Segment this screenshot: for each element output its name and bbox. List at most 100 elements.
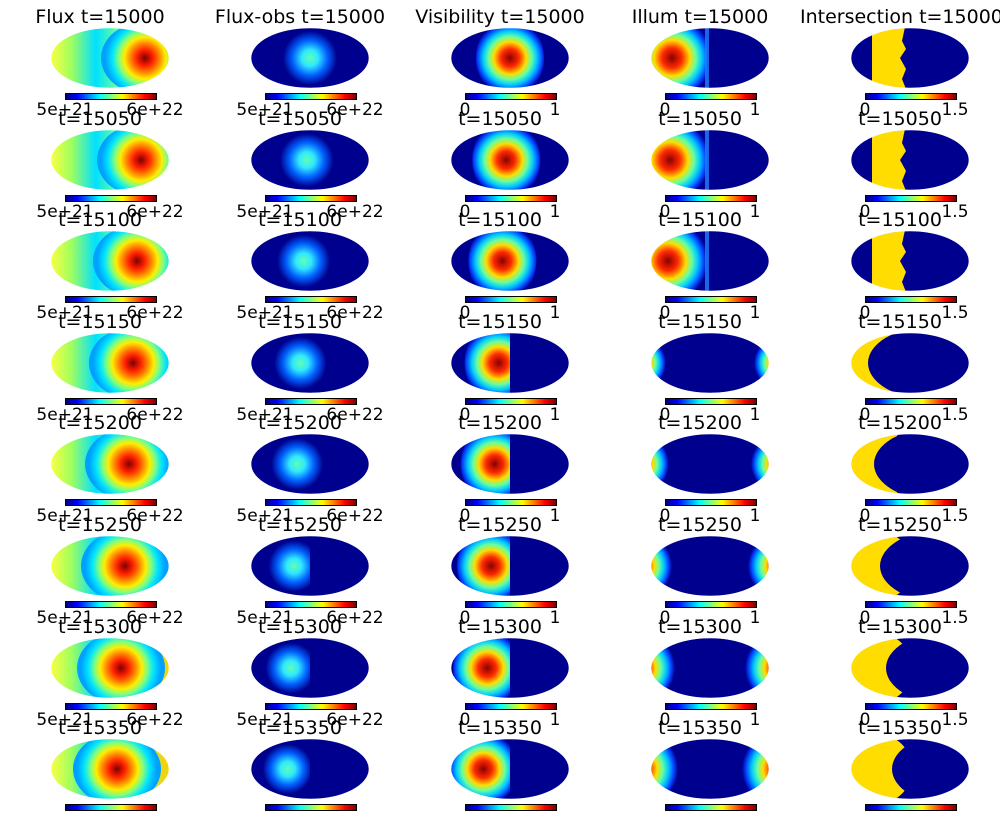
colorbar-tick-max: 1 [749, 709, 761, 730]
colorbar [65, 702, 157, 710]
colorbar [265, 601, 357, 608]
colorbar-tick-max: 6e+22 [326, 404, 384, 425]
colorbar-tick-max: 6e+22 [126, 303, 184, 324]
colorbar-tick-min: 0 [859, 404, 871, 425]
colorbar [265, 93, 357, 100]
colorbar [865, 804, 957, 812]
colorbar-tick-min: 0 [659, 506, 671, 527]
colorbar [265, 804, 357, 812]
colorbar [65, 804, 157, 812]
colorbar-tick-max: 1 [549, 506, 561, 527]
panel-title: t=15250 [458, 514, 542, 536]
colorbar [265, 397, 357, 405]
mollweide-map-flux_obs [250, 129, 370, 190]
mollweide-map-intersection [850, 434, 970, 495]
colorbar-tick-min: 0 [859, 201, 871, 222]
panel-title: t=15300 [858, 615, 942, 638]
colorbar-tick-min: 0 [659, 404, 671, 425]
mollweide-map-flux [50, 738, 170, 800]
mollweide-map-intersection [850, 332, 970, 394]
panel-intersection-15250: t=15250 0 1.5 [800, 508, 1000, 627]
colorbar-tick-min: 0 [859, 608, 871, 628]
colorbar-tick-min: 5e+21 [236, 506, 294, 527]
panel-title: t=15350 [258, 717, 342, 740]
colorbar-tick-max: 1 [749, 100, 761, 120]
mollweide-map-illum [650, 738, 770, 800]
colorbar [65, 499, 157, 507]
colorbar-tick-min: 5e+21 [36, 709, 94, 730]
colorbar [665, 702, 757, 710]
panel-title: t=15350 [58, 717, 142, 740]
panel-illum-15200: t=15200 0 1 [600, 406, 800, 525]
colorbar [465, 499, 557, 507]
panel-title: t=15100 [658, 209, 742, 232]
colorbar [265, 296, 357, 304]
panel-intersection-15350: t=15350 [800, 711, 1000, 813]
panel-title: t=15250 [658, 514, 742, 536]
mollweide-map-flux_obs [250, 230, 370, 292]
mollweide-map-flux [50, 230, 170, 292]
colorbar-tick-max: 6e+22 [126, 506, 184, 527]
mollweide-map-flux [50, 129, 170, 190]
colorbar-tick-max: 6e+22 [326, 100, 384, 120]
colorbar-tick-max: 1 [749, 506, 761, 527]
mollweide-map-illum [650, 434, 770, 495]
colorbar-tick-max: 6e+22 [326, 608, 384, 628]
panel-title: t=15300 [658, 615, 742, 638]
panel-intersection-15150: t=15150 0 1.5 [800, 305, 1000, 424]
panel-title: Intersection t=15000 [800, 6, 1000, 28]
panel-title: t=15150 [458, 310, 542, 333]
colorbar-tick-max: 1.5 [941, 506, 969, 527]
panel-title: t=15150 [658, 310, 742, 333]
panel-title: Illum t=15000 [631, 6, 769, 28]
colorbar [65, 194, 157, 202]
colorbar [665, 93, 757, 100]
panel-title: t=15100 [58, 209, 142, 232]
colorbar [465, 601, 557, 608]
mollweide-map-visibility [450, 27, 570, 89]
panel-title: t=15250 [258, 514, 342, 536]
panel-illum-15100: t=15100 0 1 [600, 203, 800, 322]
mollweide-map-flux [50, 434, 170, 495]
colorbar [865, 194, 957, 202]
panel-illum-15300: t=15300 0 1 [600, 610, 800, 729]
colorbar [865, 499, 957, 507]
colorbar [865, 296, 957, 304]
colorbar-tick-max: 6e+22 [126, 404, 184, 425]
mollweide-map-flux_obs [250, 738, 370, 800]
panel-title: t=15150 [858, 310, 942, 333]
colorbar [665, 397, 757, 405]
panel-title: t=15200 [858, 412, 942, 435]
panel-title: t=15350 [658, 717, 742, 740]
panel-visibility-15100: t=15100 0 1 [400, 203, 600, 322]
panel-title: t=15050 [858, 107, 942, 130]
colorbar-tick-max: 1 [749, 303, 761, 324]
colorbar-tick-max: 6e+22 [126, 201, 184, 222]
colorbar-tick-min: 0 [659, 100, 671, 120]
panel-flux_obs-15350: t=15350 [200, 711, 400, 813]
colorbar [65, 397, 157, 405]
panel-visibility-15350: t=15350 [400, 711, 600, 813]
panel-flux_obs-15000: Flux-obs t=15000 5e+21 6e+22 [200, 0, 400, 119]
panel-visibility-15250: t=15250 0 1 [400, 508, 600, 627]
mollweide-map-visibility [450, 738, 570, 800]
mollweide-map-flux_obs [250, 27, 370, 89]
colorbar-tick-max: 6e+22 [126, 709, 184, 730]
panel-visibility-15300: t=15300 0 1 [400, 610, 600, 729]
mollweide-map-flux [50, 27, 170, 89]
colorbar [465, 194, 557, 202]
colorbar-tick-max: 1 [549, 201, 561, 222]
panel-title: t=15050 [458, 107, 542, 130]
colorbar [665, 804, 757, 812]
colorbar-tick-max: 1.5 [941, 303, 969, 324]
mollweide-map-illum [650, 230, 770, 292]
colorbar-tick-max: 1.5 [941, 709, 969, 730]
mollweide-map-flux [50, 332, 170, 394]
panel-flux-15050: t=15050 5e+21 6e+22 [0, 102, 200, 221]
mollweide-map-flux [50, 535, 170, 597]
colorbar [265, 702, 357, 710]
colorbar-tick-max: 1.5 [941, 100, 969, 120]
colorbar-tick-max: 1 [549, 608, 561, 628]
colorbar [665, 601, 757, 608]
colorbar [665, 499, 757, 507]
